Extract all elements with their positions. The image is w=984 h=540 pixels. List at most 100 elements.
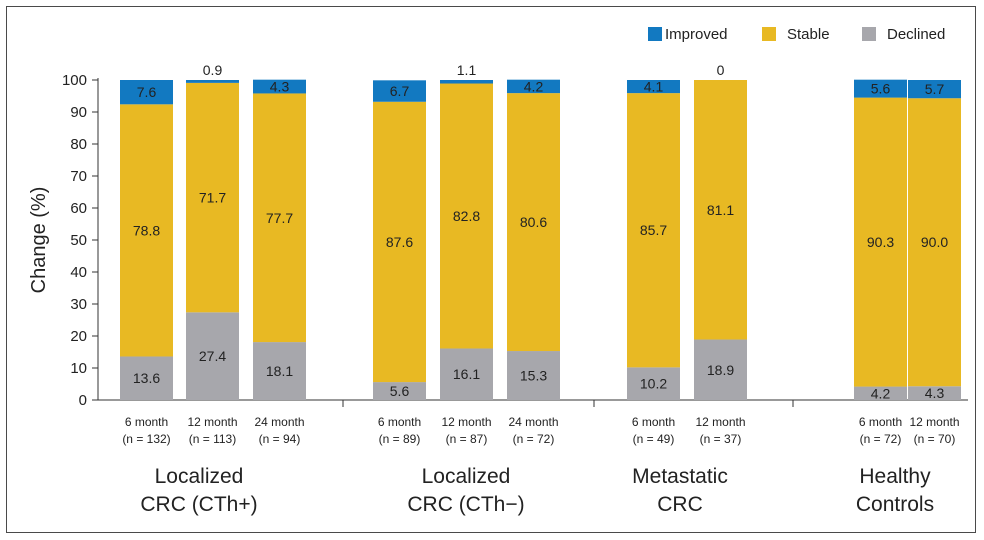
x-tick-label-time: 12 month: [441, 415, 491, 429]
bar-segment-declined: [908, 386, 961, 400]
bar-segment-stable: [694, 80, 747, 340]
data-label-declined: 4.3: [925, 385, 945, 401]
bar-segment-declined: [627, 367, 680, 400]
data-label-improved: 7.6: [137, 84, 157, 100]
x-tick-label-n: (n = 70): [914, 432, 956, 446]
data-label-stable: 90.3: [867, 234, 894, 250]
data-label-declined: 10.2: [640, 376, 667, 392]
bar-segment-stable: [120, 104, 173, 357]
bar-segment-improved: [253, 79, 306, 94]
x-tick-label-time: 12 month: [695, 415, 745, 429]
data-label-declined: 4.2: [871, 385, 891, 401]
legend-swatch-stable: [762, 27, 776, 41]
bar-segment-improved: [440, 80, 493, 84]
bar-segment-stable: [908, 98, 961, 387]
data-label-declined: 18.1: [266, 363, 293, 379]
x-tick-label-n: (n = 87): [446, 432, 488, 446]
y-tick-label: 70: [70, 168, 87, 185]
bar-segment-declined: [694, 339, 747, 400]
bar-segment-stable: [507, 93, 560, 352]
legend-swatch-improved: [648, 27, 662, 41]
bar-segment-declined: [440, 348, 493, 400]
bar-segment-stable: [253, 93, 306, 343]
data-label-stable: 90.0: [921, 234, 948, 250]
data-label-improved: 4.3: [270, 79, 290, 95]
data-label-improved: 0: [717, 62, 725, 78]
y-tick-label: 30: [70, 296, 87, 313]
bar-segment-stable: [186, 82, 239, 313]
data-label-improved: 1.1: [457, 62, 477, 78]
data-label-stable: 71.7: [199, 190, 226, 206]
y-tick-label: 20: [70, 328, 87, 345]
legend-swatch-declined: [862, 27, 876, 41]
data-label-stable: 78.8: [133, 222, 160, 238]
bar-segment-improved: [627, 80, 680, 94]
bar-segment-declined: [507, 351, 560, 400]
x-tick-label-n: (n = 37): [700, 432, 742, 446]
bar-segment-improved: [507, 79, 560, 94]
group-label: Metastatic: [632, 465, 728, 488]
data-label-declined: 13.6: [133, 370, 160, 386]
bar-segment-declined: [854, 386, 907, 400]
x-tick-label-n: (n = 72): [860, 432, 902, 446]
x-tick-label-n: (n = 132): [122, 432, 170, 446]
x-tick-label-time: 6 month: [632, 415, 675, 429]
bar-segment-improved: [120, 80, 173, 105]
bar-segment-improved: [186, 80, 239, 83]
x-tick-label-time: 6 month: [378, 415, 421, 429]
bar-segment-declined: [186, 312, 239, 400]
bar-segment-improved: [854, 79, 907, 98]
x-tick-label-time: 12 month: [909, 415, 959, 429]
data-label-improved: 4.1: [644, 79, 664, 95]
group-label: CRC (CTh+): [140, 493, 257, 516]
x-tick-label-time: 6 month: [125, 415, 168, 429]
x-tick-label-n: (n = 113): [189, 432, 236, 446]
y-tick-label: 90: [70, 104, 87, 121]
x-tick-label-n: (n = 89): [379, 432, 421, 446]
data-label-declined: 15.3: [520, 368, 547, 384]
bar-segment-stable: [627, 93, 680, 368]
x-tick-label-time: 6 month: [859, 415, 902, 429]
y-axis-label: Change (%): [28, 187, 50, 294]
x-tick-label-n: (n = 72): [513, 432, 555, 446]
bar-segment-stable: [373, 101, 426, 383]
y-tick-label: 10: [70, 360, 87, 377]
bar-segment-improved: [908, 80, 961, 99]
legend-label-declined: Declined: [887, 26, 945, 43]
legend-label-stable: Stable: [787, 26, 830, 43]
group-label: Healthy: [859, 465, 931, 488]
group-label: Localized: [422, 465, 511, 488]
data-label-declined: 27.4: [199, 348, 226, 364]
data-label-declined: 16.1: [453, 366, 480, 382]
bar-segment-stable: [854, 97, 907, 387]
bar-segment-stable: [440, 83, 493, 349]
bar-segment-declined: [373, 382, 426, 400]
data-label-stable: 80.6: [520, 214, 547, 230]
y-tick-label: 80: [70, 136, 87, 153]
y-tick-label: 0: [79, 392, 87, 409]
data-label-improved: 5.7: [925, 81, 945, 97]
data-label-improved: 0.9: [203, 62, 223, 78]
data-label-improved: 4.2: [524, 78, 544, 94]
data-label-stable: 87.6: [386, 234, 413, 250]
x-tick-label-time: 24 month: [254, 415, 304, 429]
x-tick-label-n: (n = 49): [633, 432, 675, 446]
data-label-stable: 77.7: [266, 210, 293, 226]
data-label-improved: 5.6: [871, 81, 891, 97]
data-label-declined: 5.6: [390, 383, 410, 399]
data-label-declined: 18.9: [707, 362, 734, 378]
y-tick-label: 100: [62, 72, 87, 89]
data-label-stable: 82.8: [453, 208, 480, 224]
group-label: Localized: [155, 465, 244, 488]
data-label-stable: 81.1: [707, 202, 734, 218]
group-label: Controls: [856, 493, 934, 516]
data-label-stable: 85.7: [640, 222, 667, 238]
data-label-improved: 6.7: [390, 83, 410, 99]
bar-segment-improved: [373, 80, 426, 102]
bar-segment-declined: [120, 356, 173, 400]
y-tick-label: 50: [70, 232, 87, 249]
bar-segment-declined: [253, 342, 306, 400]
y-tick-label: 60: [70, 200, 87, 217]
x-tick-label-n: (n = 94): [259, 432, 301, 446]
